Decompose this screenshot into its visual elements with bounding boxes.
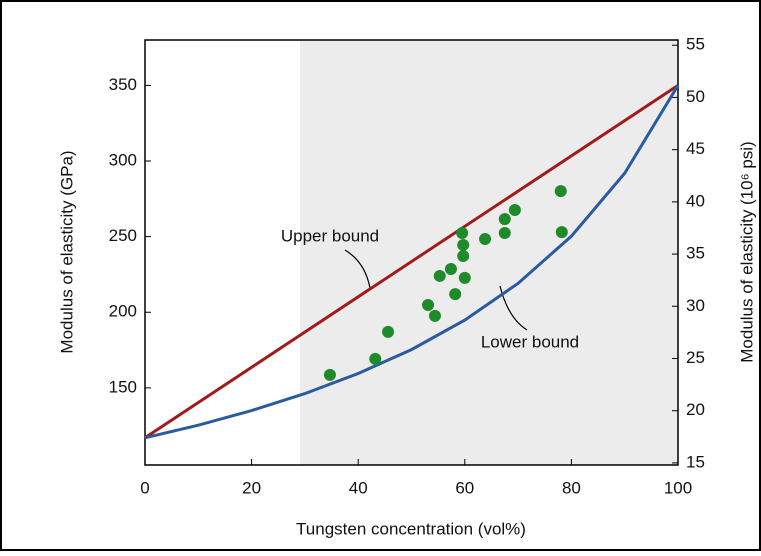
x-axis-title: Tungsten concentration (vol%) [296,519,526,538]
annotation-arrow [344,249,371,289]
y2-tick-label: 35 [686,244,705,263]
x-tick-label: 40 [349,478,368,497]
data-point [428,309,441,322]
y2-tick-label: 45 [686,139,705,158]
y2-tick-label: 55 [686,35,705,54]
y-tick-label: 350 [109,75,137,94]
curve-label: Lower bound [481,332,579,351]
data-point [369,352,382,365]
data-point [382,325,395,338]
y-tick-label: 150 [109,377,137,396]
data-point [456,226,469,239]
data-point [508,204,521,216]
data-point [498,213,511,226]
data-point [555,226,568,239]
y-axis-title: Modulus of elasticity (GPa) [57,150,76,353]
data-point [458,271,471,284]
y2-tick-label: 50 [686,87,705,106]
curve [144,84,680,440]
y2-tick-label: 40 [686,191,705,210]
data-point [554,185,567,198]
data-point [498,226,511,239]
data-point [449,288,462,301]
y2-tick-label: 20 [686,400,705,419]
data-point [444,262,457,275]
x-tick-label: 100 [664,478,692,497]
y-tick-label: 250 [109,226,137,245]
x-tick-label: 0 [140,478,149,497]
data-point [422,298,435,311]
annotation-arrow [499,285,528,331]
data-point [323,368,336,381]
y2-tick-label: 15 [686,452,705,471]
data-point [433,269,446,282]
y-tick-label: 300 [109,150,137,169]
curve-label: Upper bound [281,226,379,245]
x-tick-label: 20 [242,478,261,497]
x-tick-label: 80 [562,478,581,497]
y2-tick-label: 30 [686,296,705,315]
data-point [457,238,470,251]
background-texture [300,40,678,465]
y2-tick-label: 25 [686,348,705,367]
x-tick-label: 60 [455,478,474,497]
y-tick-label: 200 [109,302,137,321]
data-point [457,249,470,262]
data-point [479,233,492,246]
plot-frame [144,39,679,466]
curve [144,84,679,440]
y2-axis-title: Modulus of elasticity (10⁶ psi) [737,141,756,362]
